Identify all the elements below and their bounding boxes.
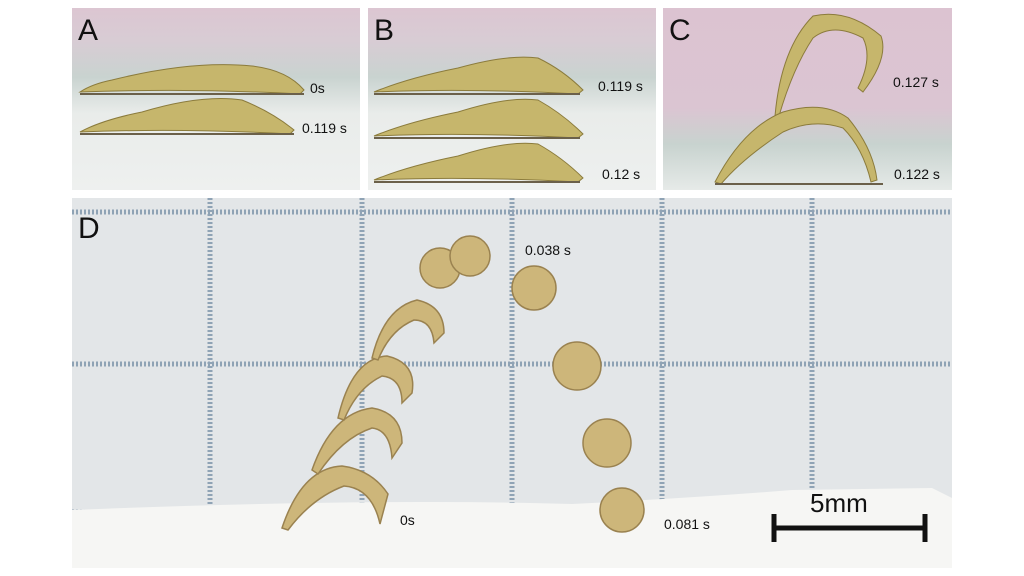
time-label: 0.038 s — [525, 242, 571, 258]
time-label: 0.081 s — [664, 516, 710, 532]
panel-c: C 0.127 s 0.122 s — [663, 8, 952, 190]
panel-letter: B — [374, 14, 395, 47]
time-label: 0.119 s — [302, 120, 347, 136]
scale-bar-label: 5mm — [810, 488, 868, 518]
time-label: 0.127 s — [893, 74, 939, 90]
panel-letter: D — [78, 212, 100, 245]
larvae-image-c — [714, 13, 884, 185]
larvae-image-b — [373, 56, 584, 183]
panel-letter: C — [669, 14, 691, 47]
time-label: 0.12 s — [602, 166, 641, 182]
panel-d: D 0s 0.038 s 0.081 s 5mm — [72, 198, 952, 568]
larva-jump-sequence — [72, 198, 952, 568]
time-label: 0s — [400, 512, 415, 528]
panel-b: B 0.119 s 0.12 s — [368, 8, 656, 190]
grid-paper-lines — [72, 198, 952, 515]
larva-positions — [281, 235, 645, 533]
time-label: 0.122 s — [894, 166, 940, 182]
time-label: 0.119 s — [598, 78, 643, 94]
panel-a: A 0s 0.119 s — [72, 8, 360, 190]
scale-bar — [771, 514, 928, 542]
larvae-image-a — [78, 64, 305, 135]
panel-letter: A — [78, 14, 99, 47]
time-label: 0s — [310, 80, 325, 96]
